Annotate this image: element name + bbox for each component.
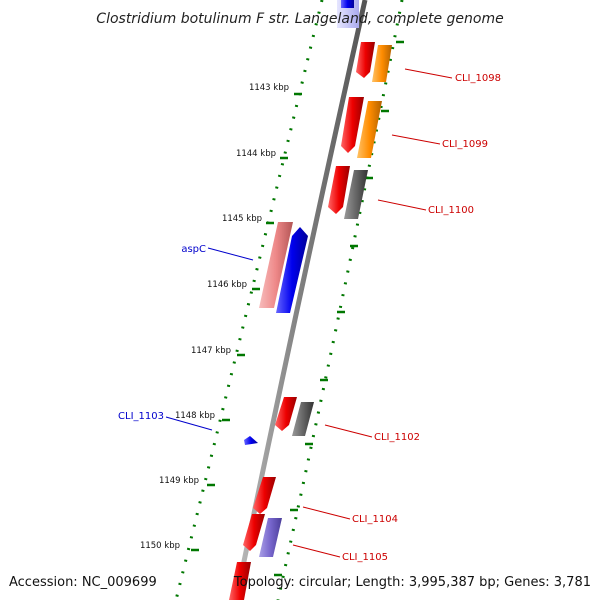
tick-label: 1147 kbp bbox=[191, 346, 231, 356]
gene-feature-grey bbox=[292, 402, 314, 436]
gene-feature-blue-small bbox=[244, 436, 258, 445]
outer-major-ticks bbox=[274, 40, 404, 577]
gene-label-aspc[interactable]: aspC bbox=[181, 244, 206, 255]
gene-feature-orange bbox=[372, 45, 392, 82]
tick-label: 1144 kbp bbox=[236, 149, 276, 159]
gene-feature-red bbox=[341, 97, 364, 153]
gene-label-cli-1100[interactable]: CLI_1100 bbox=[428, 205, 474, 216]
gene-feature-red bbox=[275, 397, 297, 431]
tick-labels: 1143 kbp 1144 kbp 1145 kbp 1146 kbp 1147… bbox=[140, 83, 289, 551]
gene-label-cli-1098[interactable]: CLI_1098 bbox=[455, 73, 501, 84]
tick-label: 1145 kbp bbox=[222, 214, 262, 224]
topology-text: Topology: circular; Length: 3,995,387 bp… bbox=[233, 575, 591, 590]
label-connectors bbox=[165, 68, 453, 558]
gene-feature-grey bbox=[344, 170, 368, 219]
gene-label-cli-1104[interactable]: CLI_1104 bbox=[352, 514, 398, 525]
gene-feature-red bbox=[356, 42, 375, 78]
major-ticks bbox=[191, 92, 302, 552]
gene-feature-red-bottom bbox=[229, 562, 251, 600]
gene-feature-orange bbox=[357, 101, 382, 158]
tick-label: 1149 kbp bbox=[159, 476, 199, 486]
outer-tick-ring bbox=[276, 0, 404, 600]
tick-label: 1150 kbp bbox=[140, 541, 180, 551]
gene-labels: CLI_1098 CLI_1099 CLI_1100 aspC CLI_1103… bbox=[118, 73, 501, 563]
feature-top-blue bbox=[341, 0, 354, 8]
accession-text: Accession: NC_009699 bbox=[9, 575, 157, 590]
gene-feature-pink bbox=[259, 222, 293, 308]
gene-feature-red bbox=[328, 166, 350, 214]
gene-feature-red bbox=[243, 514, 265, 551]
gene-label-cli-1105[interactable]: CLI_1105 bbox=[342, 552, 388, 563]
tick-label: 1148 kbp bbox=[175, 411, 215, 421]
gene-label-cli-1099[interactable]: CLI_1099 bbox=[442, 139, 488, 150]
gene-label-cli-1102[interactable]: CLI_1102 bbox=[374, 432, 420, 443]
gene-feature-purple bbox=[259, 518, 282, 557]
gene-feature-red bbox=[253, 477, 276, 514]
gene-feature-blue-aspC bbox=[276, 227, 308, 313]
genome-backbone bbox=[233, 0, 368, 600]
tick-label: 1146 kbp bbox=[207, 280, 247, 290]
gene-label-cli-1103[interactable]: CLI_1103 bbox=[118, 411, 164, 422]
tick-label: 1143 kbp bbox=[249, 83, 289, 93]
map-title: Clostridium botulinum F str. Langeland, … bbox=[96, 11, 503, 27]
